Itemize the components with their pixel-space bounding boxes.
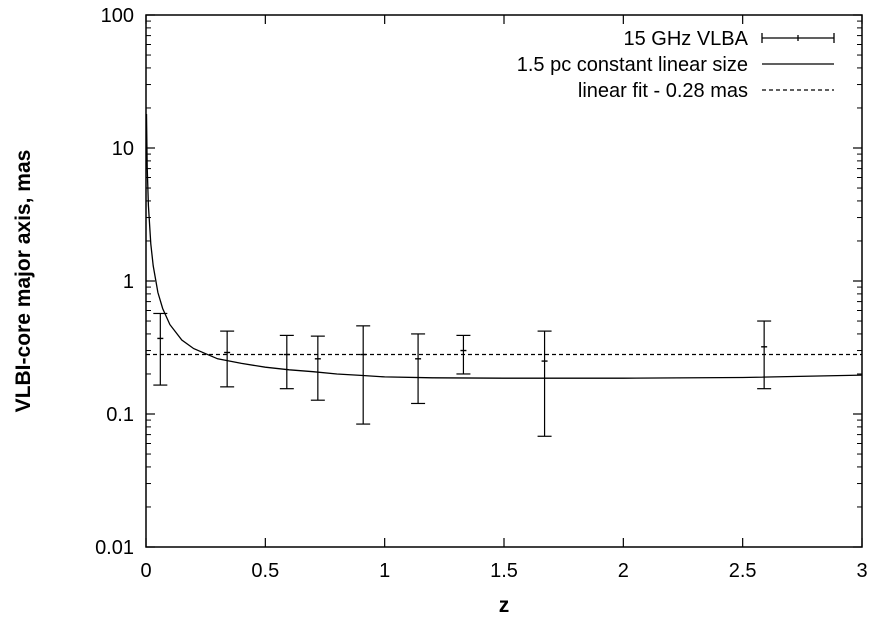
data-point-errorbar	[411, 333, 426, 405]
x-tick-label: 1	[379, 560, 390, 582]
data-point-errorbar	[220, 330, 235, 388]
data-point-errorbar	[456, 334, 471, 375]
x-tick-label: 2	[618, 560, 629, 582]
x-tick-label: 3	[856, 560, 867, 582]
y-tick-label: 0.1	[106, 404, 134, 426]
data-point-errorbar	[279, 334, 294, 390]
legend-label-linear-size: 1.5 pc constant linear size	[517, 54, 748, 76]
data-point-errorbar	[537, 330, 552, 437]
x-axis-title: z	[499, 594, 510, 617]
legend: 15 GHz VLBA 1.5 pc constant linear size …	[517, 28, 835, 102]
data-point-errorbar	[310, 335, 325, 401]
y-tick-label: 1	[123, 271, 134, 293]
plot-frame	[145, 14, 863, 548]
axis-ticks: 0 0.5 1 1.5 2 2.5 3 0.01 0.1 1 10 100	[95, 5, 868, 582]
plot-content	[145, 113, 863, 437]
x-tick-label: 0	[140, 560, 151, 582]
y-tick-label: 0.01	[95, 537, 134, 559]
data-point-errorbar	[356, 325, 371, 425]
data-point-errorbar	[153, 312, 168, 386]
y-axis-title: VLBI-core major axis, mas	[12, 150, 35, 413]
x-tick-label: 0.5	[251, 560, 279, 582]
legend-label-vlba: 15 GHz VLBA	[623, 28, 748, 50]
series-linear-size-curve	[145, 113, 863, 379]
y-tick-label: 10	[112, 138, 134, 160]
x-tick-label: 2.5	[729, 560, 757, 582]
y-tick-label: 100	[101, 5, 134, 27]
x-tick-label: 1.5	[490, 560, 518, 582]
legend-label-linear-fit: linear fit - 0.28 mas	[578, 80, 748, 102]
data-point-errorbar	[757, 320, 772, 390]
